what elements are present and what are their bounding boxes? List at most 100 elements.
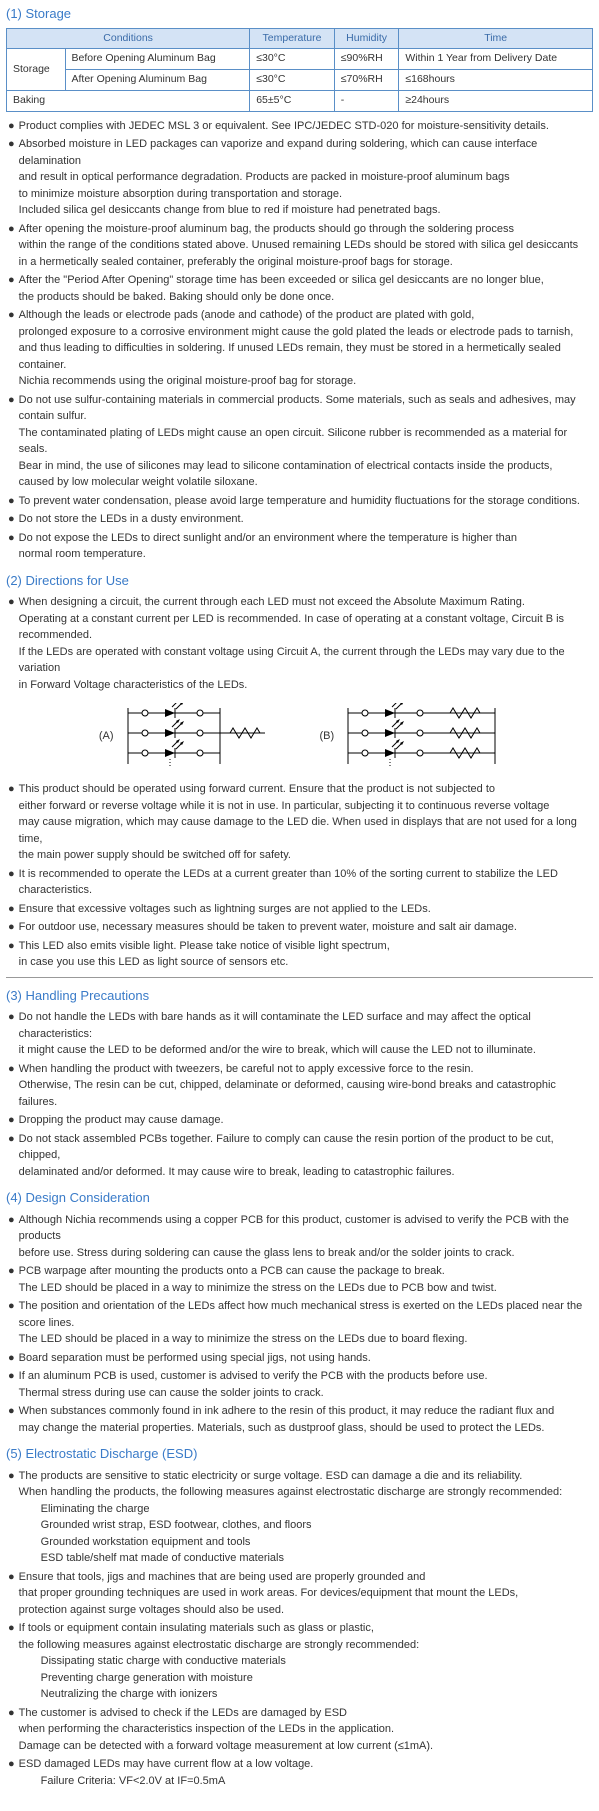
bullet-sub: Grounded wrist strap, ESD footwear, clot…: [19, 1517, 593, 1534]
bullet-text: Do not handle the LEDs with bare hands a…: [19, 1009, 593, 1059]
bullet-item: ●After opening the moisture-proof alumin…: [8, 221, 593, 271]
bullet-text: Board separation must be performed using…: [19, 1350, 593, 1367]
bullet-line: After the "Period After Opening" storage…: [19, 272, 593, 289]
bullet-dot: ●: [8, 221, 15, 271]
bullet-dot: ●: [8, 1212, 15, 1262]
bullet-sub: ESD table/shelf mat made of conductive m…: [19, 1550, 593, 1567]
bullet-text: For outdoor use, necessary measures shou…: [19, 919, 593, 936]
bullet-dot: ●: [8, 938, 15, 971]
bullet-line: The LED should be placed in a way to min…: [19, 1331, 593, 1348]
bullet-sub: Dissipating static charge with conductiv…: [19, 1653, 593, 1670]
bullet-line: Do not handle the LEDs with bare hands a…: [19, 1009, 593, 1042]
td: 65±5°C: [250, 90, 335, 111]
bullet-line: and thus leading to difficulties in sold…: [19, 340, 593, 373]
bullet-line: Product complies with JEDEC MSL 3 or equ…: [19, 118, 593, 135]
bullet-line: The contaminated plating of LEDs might c…: [19, 425, 593, 458]
bullet-text: This LED also emits visible light. Pleas…: [19, 938, 593, 971]
bullet-text: Do not stack assembled PCBs together. Fa…: [19, 1131, 593, 1181]
bullet-item: ●Ensure that tools, jigs and machines th…: [8, 1569, 593, 1619]
bullet-item: ●Do not handle the LEDs with bare hands …: [8, 1009, 593, 1059]
bullet-line: Do not store the LEDs in a dusty environ…: [19, 511, 593, 528]
bullet-item: ●ESD damaged LEDs may have current flow …: [8, 1756, 593, 1789]
bullet-item: ●When substances commonly found in ink a…: [8, 1403, 593, 1436]
bullet-line: caused by low molecular weight volatile …: [19, 474, 593, 491]
bullet-line: The LED should be placed in a way to min…: [19, 1280, 593, 1297]
bullet-text: Ensure that excessive voltages such as l…: [19, 901, 593, 918]
bullet-line: When handling the product with tweezers,…: [19, 1061, 593, 1078]
bullet-line: The position and orientation of the LEDs…: [19, 1298, 593, 1331]
bullet-line: within the range of the conditions state…: [19, 237, 593, 254]
esd-bullets: ●The products are sensitive to static el…: [6, 1468, 593, 1790]
bullet-dot: ●: [8, 530, 15, 563]
bullet-text: Although the leads or electrode pads (an…: [19, 307, 593, 390]
section-title-esd: (5) Electrostatic Discharge (ESD): [6, 1444, 593, 1464]
bullet-dot: ●: [8, 1131, 15, 1181]
handling-bullets: ●Do not handle the LEDs with bare hands …: [6, 1009, 593, 1180]
bullet-item: ●When handling the product with tweezers…: [8, 1061, 593, 1111]
bullet-dot: ●: [8, 1468, 15, 1567]
bullet-line: Do not expose the LEDs to direct sunligh…: [19, 530, 593, 547]
bullet-text: After the "Period After Opening" storage…: [19, 272, 593, 305]
td: ≤90%RH: [334, 49, 399, 70]
bullet-dot: ●: [8, 392, 15, 491]
bullet-item: ●Do not use sulfur-containing materials …: [8, 392, 593, 491]
bullet-item: ●The position and orientation of the LED…: [8, 1298, 593, 1348]
th-time: Time: [399, 28, 593, 49]
bullet-item: ●If an aluminum PCB is used, customer is…: [8, 1368, 593, 1401]
bullet-line: Ensure that excessive voltages such as l…: [19, 901, 593, 918]
bullet-text: Ensure that tools, jigs and machines tha…: [19, 1569, 593, 1619]
bullet-line: it might cause the LED to be deformed an…: [19, 1042, 593, 1059]
td: ≥24hours: [399, 90, 593, 111]
bullet-line: Nichia recommends using the original moi…: [19, 373, 593, 390]
bullet-dot: ●: [8, 781, 15, 864]
bullet-dot: ●: [8, 1569, 15, 1619]
bullet-line: Otherwise, The resin can be cut, chipped…: [19, 1077, 593, 1110]
bullet-dot: ●: [8, 1009, 15, 1059]
bullet-text: When handling the product with tweezers,…: [19, 1061, 593, 1111]
design-bullets: ●Although Nichia recommends using a copp…: [6, 1212, 593, 1437]
bullet-dot: ●: [8, 901, 15, 918]
bullet-line: PCB warpage after mounting the products …: [19, 1263, 593, 1280]
bullet-item: ●Dropping the product may cause damage.: [8, 1112, 593, 1129]
bullet-line: For outdoor use, necessary measures shou…: [19, 919, 593, 936]
circuit-b-label: (B): [320, 728, 335, 745]
bullet-dot: ●: [8, 1368, 15, 1401]
bullet-item: ●The products are sensitive to static el…: [8, 1468, 593, 1567]
bullet-text: PCB warpage after mounting the products …: [19, 1263, 593, 1296]
section-title-handling: (3) Handling Precautions: [6, 986, 593, 1006]
bullet-line: Dropping the product may cause damage.: [19, 1112, 593, 1129]
bullet-line: the main power supply should be switched…: [19, 847, 593, 864]
bullet-dot: ●: [8, 1350, 15, 1367]
bullet-dot: ●: [8, 1298, 15, 1348]
td: After Opening Aluminum Bag: [65, 70, 250, 91]
bullet-line: After opening the moisture-proof aluminu…: [19, 221, 593, 238]
bullet-line: The customer is advised to check if the …: [19, 1705, 593, 1722]
bullet-text: It is recommended to operate the LEDs at…: [19, 866, 593, 899]
bullet-line: Do not stack assembled PCBs together. Fa…: [19, 1131, 593, 1164]
bullet-line: Although Nichia recommends using a coppe…: [19, 1212, 593, 1245]
bullet-text: Do not store the LEDs in a dusty environ…: [19, 511, 593, 528]
bullet-dot: ●: [8, 511, 15, 528]
bullet-text: Absorbed moisture in LED packages can va…: [19, 136, 593, 219]
bullet-line: Included silica gel desiccants change fr…: [19, 202, 593, 219]
bullet-line: to minimize moisture absorption during t…: [19, 186, 593, 203]
directions-bullets-top: ●When designing a circuit, the current t…: [6, 594, 593, 693]
bullet-sub: Neutralizing the charge with ionizers: [19, 1686, 593, 1703]
bullet-text: This product should be operated using fo…: [19, 781, 593, 864]
bullet-sub: Failure Criteria: VF<2.0V at IF=0.5mA: [19, 1773, 593, 1790]
bullet-item: ●Do not store the LEDs in a dusty enviro…: [8, 511, 593, 528]
bullet-dot: ●: [8, 1112, 15, 1129]
bullet-item: ●When designing a circuit, the current t…: [8, 594, 593, 693]
bullet-dot: ●: [8, 136, 15, 219]
bullet-line: Absorbed moisture in LED packages can va…: [19, 136, 593, 169]
bullet-line: normal room temperature.: [19, 546, 593, 563]
bullet-text: The position and orientation of the LEDs…: [19, 1298, 593, 1348]
bullet-item: ●If tools or equipment contain insulatin…: [8, 1620, 593, 1703]
bullet-text: ESD damaged LEDs may have current flow a…: [19, 1756, 593, 1789]
td: ≤30°C: [250, 70, 335, 91]
bullet-text: If an aluminum PCB is used, customer is …: [19, 1368, 593, 1401]
bullet-item: ●The customer is advised to check if the…: [8, 1705, 593, 1755]
bullet-line: Damage can be detected with a forward vo…: [19, 1738, 593, 1755]
bullet-line: may cause migration, which may cause dam…: [19, 814, 593, 847]
bullet-item: ●PCB warpage after mounting the products…: [8, 1263, 593, 1296]
